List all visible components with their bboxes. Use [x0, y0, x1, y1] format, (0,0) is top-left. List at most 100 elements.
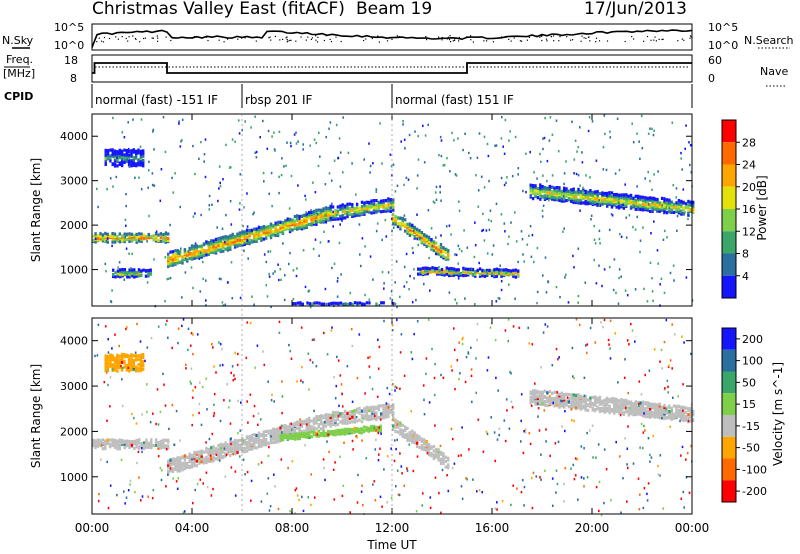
heatmap-cell [586, 198, 590, 202]
heatmap-cell [375, 411, 378, 415]
noise-dot [151, 37, 153, 39]
heatmap-cell [363, 302, 366, 306]
heatmap-cell [517, 269, 520, 273]
heatmap-speckle [646, 492, 648, 496]
heatmap-cell [344, 302, 347, 306]
heatmap-cell [195, 251, 199, 256]
heatmap-speckle [302, 143, 304, 146]
heatmap-speckle [434, 363, 436, 366]
heatmap-cell [250, 228, 253, 232]
heatmap-cell [591, 201, 594, 206]
heatmap-cell [591, 401, 594, 405]
heatmap-cell [370, 417, 373, 421]
heatmap-cell [255, 230, 258, 234]
heatmap-cell [358, 410, 361, 414]
heatmap-cell [404, 425, 407, 429]
heatmap-speckle [155, 230, 158, 233]
heatmap-cell [637, 206, 640, 210]
heatmap-speckle [283, 298, 286, 302]
heatmap-cell [214, 449, 218, 453]
heatmap-cell [120, 159, 124, 163]
heatmap-cell [291, 223, 294, 227]
heatmap-speckle [280, 424, 283, 427]
heatmap-cell [257, 228, 261, 232]
noise-dot [433, 38, 435, 40]
heatmap-cell [125, 363, 128, 367]
heatmap-speckle [410, 410, 412, 413]
heatmap-cell [120, 149, 124, 153]
heatmap-speckle [470, 368, 473, 371]
heatmap-speckle [238, 208, 241, 211]
heatmap-speckle [508, 427, 511, 430]
heatmap-speckle [592, 456, 594, 459]
noise-dot [483, 40, 485, 42]
heatmap-cell [646, 204, 649, 208]
heatmap-speckle [468, 151, 470, 155]
heatmap-cell [229, 448, 232, 452]
heatmap-cell [625, 398, 628, 403]
heatmap-cell [570, 191, 573, 195]
heatmap-speckle [230, 437, 232, 440]
heatmap-speckle [510, 400, 513, 403]
heatmap-cell [205, 249, 208, 253]
heatmap-cell [202, 253, 206, 257]
heatmap-speckle [639, 239, 642, 242]
heatmap-cell [128, 271, 131, 275]
heatmap-cell [169, 261, 172, 265]
heatmap-cell [298, 214, 301, 219]
heatmap-speckle [299, 423, 302, 426]
heatmap-speckle [202, 260, 204, 264]
heatmap-cell [377, 415, 380, 420]
heatmap-speckle [433, 393, 436, 397]
heatmap-speckle [544, 256, 547, 259]
heatmap-speckle [638, 404, 640, 407]
heatmap-speckle [349, 291, 352, 295]
heatmap-cell [135, 240, 138, 244]
heatmap-cell [687, 202, 690, 206]
heatmap-cell [384, 204, 388, 208]
heatmap-cell [577, 406, 580, 410]
heatmap-speckle [267, 454, 270, 458]
heatmap-cell [387, 208, 390, 212]
heatmap-cell [207, 458, 210, 462]
heatmap-speckle [274, 270, 276, 273]
heatmap-cell [625, 203, 628, 207]
heatmap-cell [579, 401, 583, 405]
heatmap-speckle [609, 130, 611, 133]
heatmap-speckle [120, 458, 123, 461]
heatmap-cell [329, 212, 332, 216]
heatmap-speckle [289, 509, 291, 513]
heatmap-speckle [408, 443, 411, 446]
heatmap-speckle [509, 130, 511, 133]
heatmap-speckle [219, 419, 222, 423]
heatmap-cell [348, 420, 352, 424]
heatmap-speckle [281, 395, 284, 398]
heatmap-cell [589, 193, 592, 197]
heatmap-speckle [413, 332, 415, 336]
heatmap-speckle [504, 230, 506, 233]
heatmap-speckle [440, 511, 442, 514]
heatmap-cell [543, 196, 547, 200]
heatmap-speckle [625, 236, 628, 239]
noise-dot [191, 37, 193, 39]
heatmap-speckle [638, 380, 641, 383]
heatmap-speckle [330, 329, 333, 332]
heatmap-cell [198, 458, 201, 462]
heatmap-speckle [590, 214, 593, 217]
heatmap-cell [675, 201, 678, 205]
heatmap-cell [315, 216, 318, 220]
heatmap-cell [343, 409, 347, 413]
heatmap-cell [644, 198, 647, 202]
heatmap-speckle [256, 344, 259, 347]
heatmap-speckle [661, 367, 663, 370]
heatmap-cell [471, 267, 475, 272]
heatmap-speckle [628, 214, 631, 217]
heatmap-cell [296, 301, 300, 305]
heatmap-cell [539, 191, 542, 196]
heatmap-cell [250, 442, 253, 446]
heatmap-cell [689, 419, 692, 423]
heatmap-cell [104, 441, 107, 445]
heatmap-speckle [230, 466, 233, 469]
heatmap-speckle [376, 395, 379, 398]
heatmap-cell [260, 226, 263, 230]
